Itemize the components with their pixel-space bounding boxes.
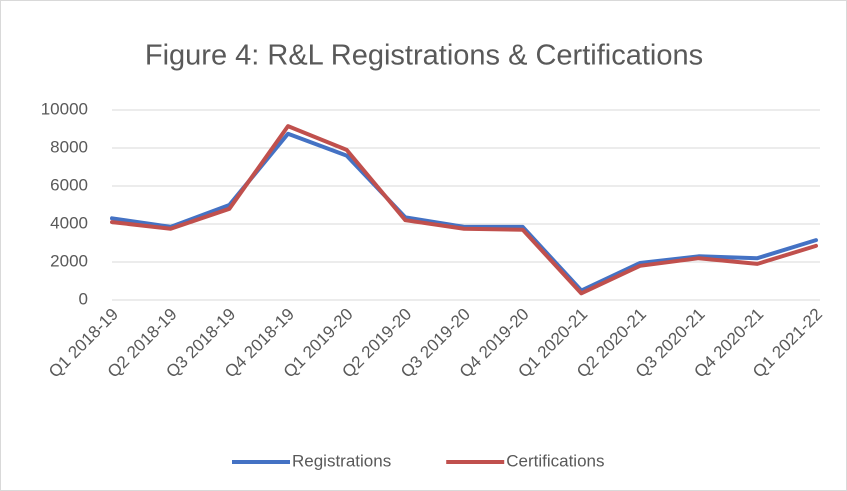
series-line [110, 124, 818, 296]
y-tick-label: 6000 [50, 175, 88, 194]
y-tick-label: 8000 [50, 137, 88, 156]
y-tick-label: 10000 [41, 99, 88, 118]
legend-label: Certifications [506, 451, 604, 470]
legend-label: Registrations [292, 451, 391, 470]
chart-title: Figure 4: R&L Registrations & Certificat… [145, 40, 703, 72]
y-tick-label: 0 [79, 289, 88, 308]
y-tick-label: 2000 [50, 251, 88, 270]
y-tick-label: 4000 [50, 213, 88, 232]
